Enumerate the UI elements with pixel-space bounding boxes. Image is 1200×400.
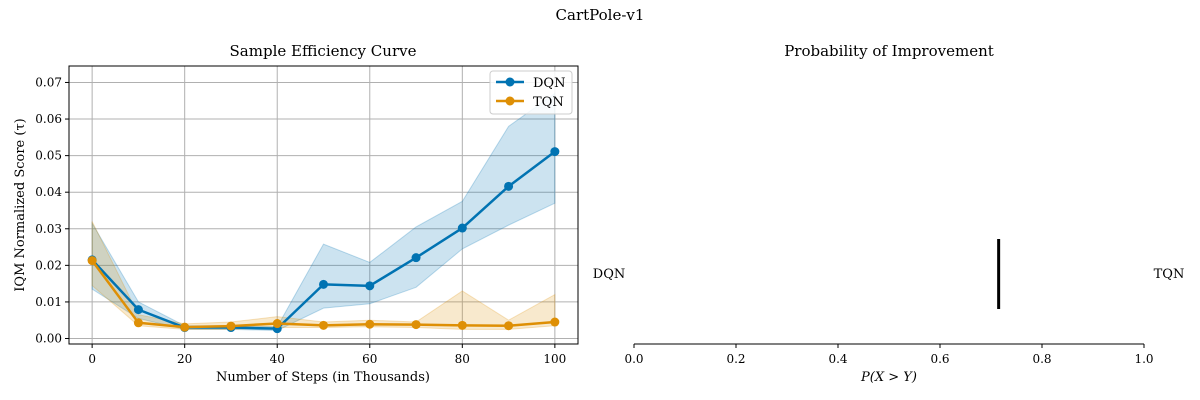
- data-point-dqn: [365, 281, 375, 291]
- y-tick-label: 0.05: [35, 149, 62, 163]
- x-axis-label: Number of Steps (in Thousands): [216, 370, 430, 385]
- x-tick-label: 0.2: [726, 352, 745, 366]
- data-point-dqn: [319, 279, 328, 289]
- data-point-tqn: [504, 321, 514, 331]
- data-point-tqn: [272, 319, 282, 329]
- x-tick-label: 0.4: [828, 352, 847, 366]
- x-tick-label: 20: [177, 352, 192, 366]
- legend-item-dqn: DQN: [496, 76, 565, 91]
- data-point-tqn: [133, 318, 143, 328]
- x-tick-label: 0: [88, 352, 96, 366]
- y-tick-label: 0.02: [35, 258, 62, 272]
- legend-label: DQN: [533, 76, 565, 91]
- chart-title: Probability of Improvement: [784, 42, 994, 60]
- chart-title: Sample Efficiency Curve: [230, 42, 417, 60]
- y-tick-label: 0.00: [35, 332, 62, 346]
- legend-label: TQN: [533, 95, 564, 110]
- x-tick-label: 60: [362, 352, 377, 366]
- legend-item-tqn: TQN: [496, 95, 564, 110]
- y-tick-label: 0.06: [35, 112, 62, 126]
- x-tick-label: 0.0: [624, 352, 643, 366]
- data-point-dqn: [457, 223, 467, 233]
- data-point-dqn: [133, 305, 143, 315]
- x-tick-label: 0.6: [930, 352, 949, 366]
- probability-of-improvement-chart: Probability of Improvement 0.0 0.2 0.4 0.6 0…: [593, 42, 1185, 385]
- legend-marker: [505, 77, 515, 87]
- x-tick-label: 0.8: [1032, 352, 1051, 366]
- x-axis-label: P(X > Y): [860, 370, 917, 385]
- y-tick-label: 0.07: [35, 75, 62, 89]
- x-tick-label: 40: [270, 352, 285, 366]
- left-algorithm-label: DQN: [593, 267, 625, 282]
- x-tick-label: 80: [455, 352, 470, 366]
- legend: DQN TQN: [489, 70, 573, 115]
- data-point-tqn: [180, 322, 190, 332]
- x-axis-ticks: 0 20 40 60 80 100: [88, 344, 566, 366]
- grid-lines: [69, 66, 578, 344]
- y-tick-label: 0.01: [35, 295, 62, 309]
- y-axis-label: IQM Normalized Score (τ): [13, 118, 28, 291]
- legend-marker: [505, 96, 515, 106]
- series-points: [87, 147, 560, 334]
- data-point-tqn: [319, 320, 328, 330]
- data-point-tqn: [457, 320, 467, 330]
- y-tick-label: 0.04: [35, 185, 62, 199]
- data-point-dqn: [550, 147, 560, 157]
- y-tick-label: 0.03: [35, 222, 62, 236]
- data-point-dqn: [504, 181, 514, 191]
- data-point-tqn: [411, 320, 421, 330]
- data-point-tqn: [365, 319, 375, 329]
- right-algorithm-label: TQN: [1154, 267, 1185, 282]
- x-axis-ticks: 0.0 0.2 0.4 0.6 0.8 1.0: [624, 344, 1154, 366]
- plot-frame: [68, 65, 579, 345]
- y-axis-ticks: 0.00 0.01 0.02 0.03 0.04 0.05 0.06 0.07: [35, 75, 69, 346]
- data-point-tqn: [226, 321, 236, 331]
- x-tick-label: 1.0: [1134, 352, 1153, 366]
- data-point-tqn: [87, 256, 97, 266]
- figure-suptitle: CartPole-v1: [556, 6, 645, 24]
- sample-efficiency-chart: Sample Efficiency Curve 0 20 40 60 80 100 0.0…: [13, 42, 579, 385]
- data-point-tqn: [550, 317, 560, 327]
- data-point-dqn: [411, 253, 421, 263]
- x-tick-label: 100: [543, 352, 566, 366]
